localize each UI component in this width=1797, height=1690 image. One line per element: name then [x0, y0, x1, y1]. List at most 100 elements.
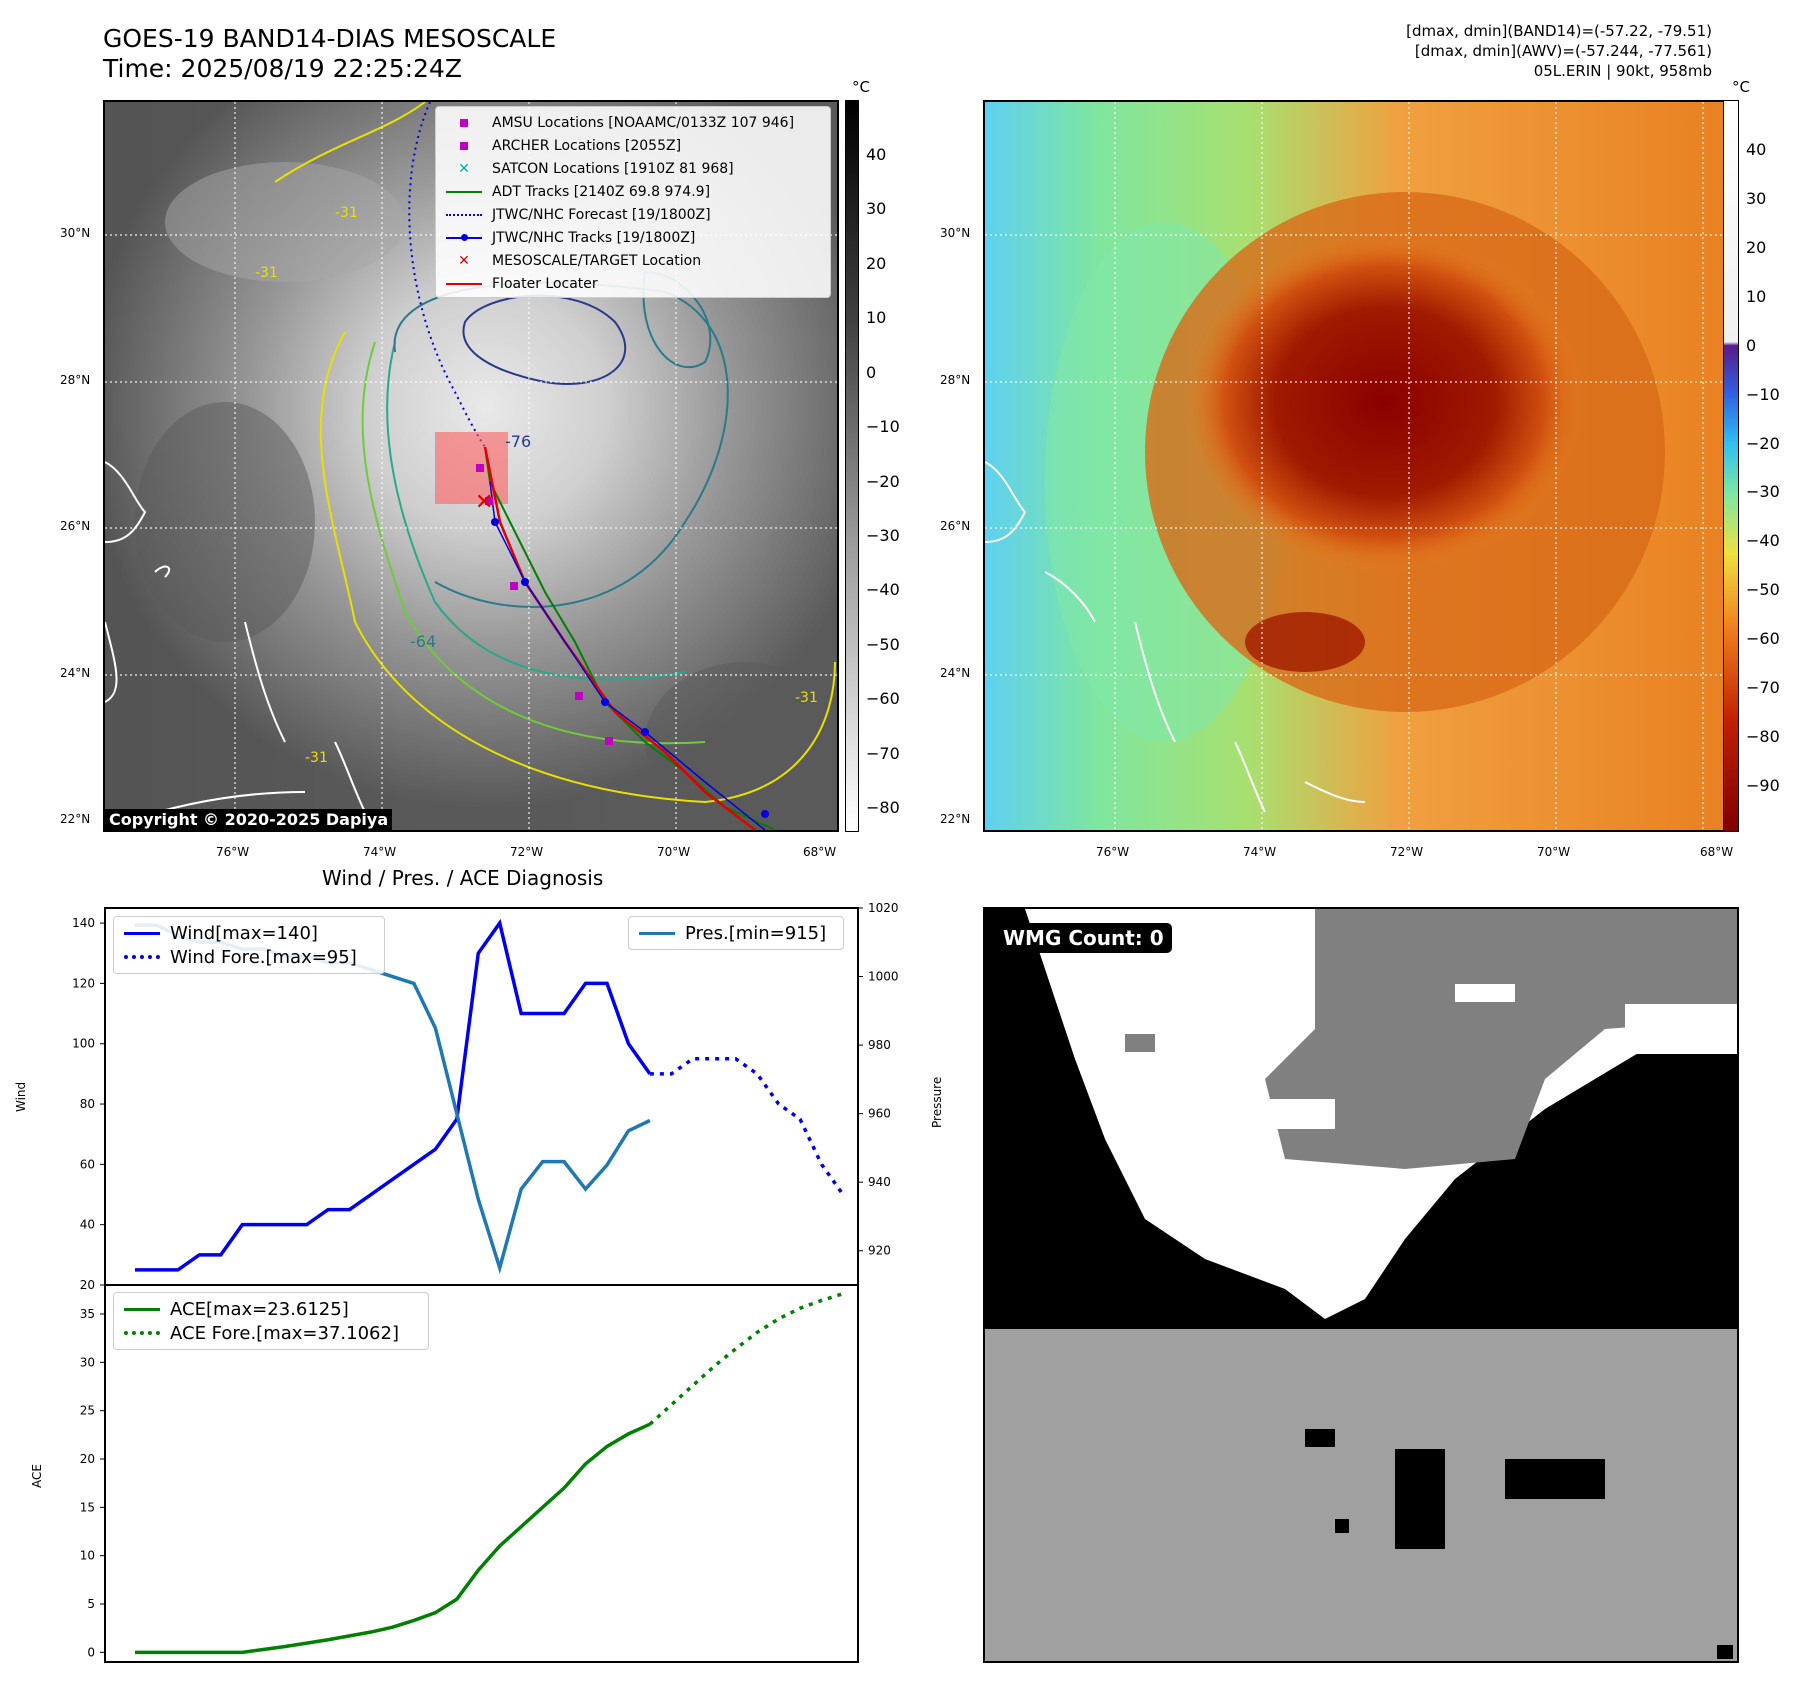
- colorbar-tick: −40: [1746, 531, 1780, 551]
- legend-item-pressure: Pres.[min=915]: [637, 921, 835, 945]
- colorbar-left-unit: °C: [852, 78, 870, 96]
- chart-title: GOES-19 BAND14-DIAS MESOSCALE: [103, 24, 557, 53]
- wmg-count-badge: WMG Count: 0: [995, 923, 1172, 953]
- colorbar-tick: −40: [866, 580, 900, 600]
- legend-item-floater: Floater Locater: [444, 272, 822, 295]
- colorbar-tick: −60: [866, 689, 900, 709]
- pressure-ytick-label: 1020: [868, 901, 899, 915]
- legend-label: AMSU Locations [NOAAMC/0133Z 107 946]: [492, 114, 795, 131]
- ace-plot: 0 5 10 15 20 25 30 35: [80, 1284, 859, 1663]
- colorbar-left: [845, 100, 859, 832]
- wind-ytick-label: 140: [72, 916, 95, 930]
- contour-label: -31: [335, 205, 358, 221]
- pressure-ytick-label: 940: [868, 1175, 891, 1189]
- floater-track: [483, 446, 756, 830]
- lon-tick: 68°W: [1700, 845, 1734, 859]
- ace-ytick-label: 0: [87, 1645, 95, 1659]
- colorbar-tick: 10: [866, 308, 887, 328]
- lon-tick: 70°W: [1537, 845, 1571, 859]
- storm-info: 05L.ERIN | 90kt, 958mb: [1533, 62, 1712, 80]
- ace-axes-frame: [104, 1284, 859, 1663]
- wind-ytick-label: 120: [72, 976, 95, 990]
- diagnosis-title: Wind / Pres. / ACE Diagnosis: [322, 866, 604, 890]
- awv-gridlines: [985, 102, 1737, 830]
- pressure-ylabel: Pressure: [930, 1076, 944, 1128]
- lat-tick: 26°N: [60, 519, 91, 533]
- contour-label: -31: [795, 690, 818, 706]
- band14-range: [dmax, dmin](BAND14)=(-57.22, -79.51): [1406, 22, 1712, 40]
- ace-ytick-label: 35: [80, 1307, 95, 1321]
- forecast-track: [408, 102, 486, 448]
- colorbar-right-unit: °C: [1732, 78, 1750, 96]
- ace-ylabel: ACE: [30, 1464, 44, 1488]
- legend-item-adt: ADT Tracks [2140Z 69.8 974.9]: [444, 180, 822, 203]
- series-ace: [135, 1422, 651, 1655]
- colorbar-tick: 0: [1746, 335, 1757, 355]
- wmg-map: [985, 909, 1737, 1661]
- legend-label: SATCON Locations [1910Z 81 968]: [492, 160, 734, 177]
- legend-label: ARCHER Locations [2055Z]: [492, 137, 682, 154]
- legend-item-target: ✕ MESOSCALE/TARGET Location: [458, 252, 702, 269]
- legend-label: JTWC/NHC Tracks [19/1800Z]: [492, 229, 696, 246]
- ace-ytick-label: 10: [80, 1549, 95, 1563]
- colorbar-tick: −20: [1746, 433, 1780, 453]
- contour-label: -31: [255, 265, 278, 281]
- lon-tick: 68°W: [803, 845, 837, 859]
- wind-legend: Wind[max=140] Wind Fore.[max=95]: [113, 916, 385, 974]
- legend-item-wind: Wind[max=140]: [122, 921, 376, 945]
- legend-label: JTWC/NHC Forecast [19/1800Z]: [492, 206, 711, 223]
- floater-box: [435, 432, 508, 504]
- colorbar-tick: −60: [1746, 629, 1780, 649]
- lon-tick: 72°W: [1390, 845, 1424, 859]
- colorbar-right: [1723, 100, 1739, 832]
- lat-tick: 28°N: [940, 373, 971, 387]
- ir-map-panel: ✕ -31 -31 -76 -64 -31 -31 AMSU Locations…: [103, 100, 839, 832]
- wind-ytick-label: 60: [80, 1157, 95, 1171]
- lon-tick: 70°W: [657, 845, 691, 859]
- lat-tick: 30°N: [60, 226, 91, 240]
- wmg-panel: WMG Count: 0: [983, 907, 1739, 1663]
- ace-ytick-label: 15: [80, 1500, 95, 1514]
- copyright: Copyright © 2020-2025 Dapiya: [105, 809, 393, 830]
- legend-item-satcon: ✕ SATCON Locations [1910Z 81 968]: [458, 160, 734, 177]
- colorbar-tick: −20: [866, 471, 900, 491]
- colorbar-tick: 40: [1746, 140, 1767, 159]
- series-wind-forecast: [649, 1057, 845, 1196]
- pressure-ytick-label: 960: [868, 1107, 891, 1121]
- ace-ytick-label: 30: [80, 1355, 95, 1369]
- colorbar-tick: −80: [866, 798, 900, 817]
- series-pressure: [135, 923, 651, 1275]
- colorbar-tick: 20: [1746, 237, 1767, 257]
- wind-ytick-label: 100: [72, 1037, 95, 1051]
- colorbar-tick: 10: [1746, 286, 1767, 306]
- nhc-track: [489, 481, 766, 830]
- lat-tick: 24°N: [940, 666, 971, 680]
- contour-label: -64: [410, 632, 436, 651]
- wind-ytick-label: 20: [80, 1278, 95, 1292]
- ace-ytick-label: 25: [80, 1404, 95, 1418]
- pressure-legend: Pres.[min=915]: [628, 916, 844, 950]
- colorbar-tick: −50: [1746, 580, 1780, 600]
- legend-label: Pres.[min=915]: [685, 922, 827, 944]
- ace-ytick-label: 20: [80, 1452, 95, 1466]
- colorbar-tick: −30: [866, 525, 900, 545]
- legend-item-wind-forecast: Wind Fore.[max=95]: [122, 945, 376, 969]
- colorbar-tick: 30: [866, 199, 887, 219]
- ace-ytick-label: 5: [87, 1597, 95, 1611]
- legend-item-amsu: AMSU Locations [NOAAMC/0133Z 107 946]: [444, 111, 822, 134]
- contour-label: -31: [305, 750, 328, 766]
- lon-tick: 74°W: [363, 845, 397, 859]
- lat-tick: 24°N: [60, 666, 91, 680]
- contour-yellow: [274, 102, 426, 183]
- colorbar-tick: −70: [866, 743, 900, 763]
- legend-item-archer: ARCHER Locations [2055Z]: [444, 134, 822, 157]
- legend-item-ace-forecast: ACE Fore.[max=37.1062]: [122, 1321, 420, 1345]
- lat-tick: 22°N: [60, 812, 91, 826]
- lon-tick: 76°W: [1096, 845, 1130, 859]
- pressure-ytick-label: 1000: [868, 970, 899, 984]
- map-legend: AMSU Locations [NOAAMC/0133Z 107 946] AR…: [435, 106, 831, 298]
- legend-label: MESOSCALE/TARGET Location: [492, 252, 702, 269]
- legend-label: Wind Fore.[max=95]: [170, 946, 357, 968]
- legend-label: Floater Locater: [492, 275, 598, 292]
